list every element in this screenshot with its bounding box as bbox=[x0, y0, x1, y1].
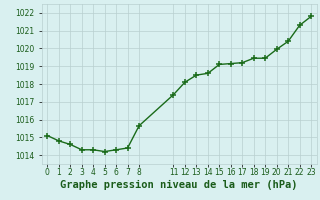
X-axis label: Graphe pression niveau de la mer (hPa): Graphe pression niveau de la mer (hPa) bbox=[60, 180, 298, 190]
